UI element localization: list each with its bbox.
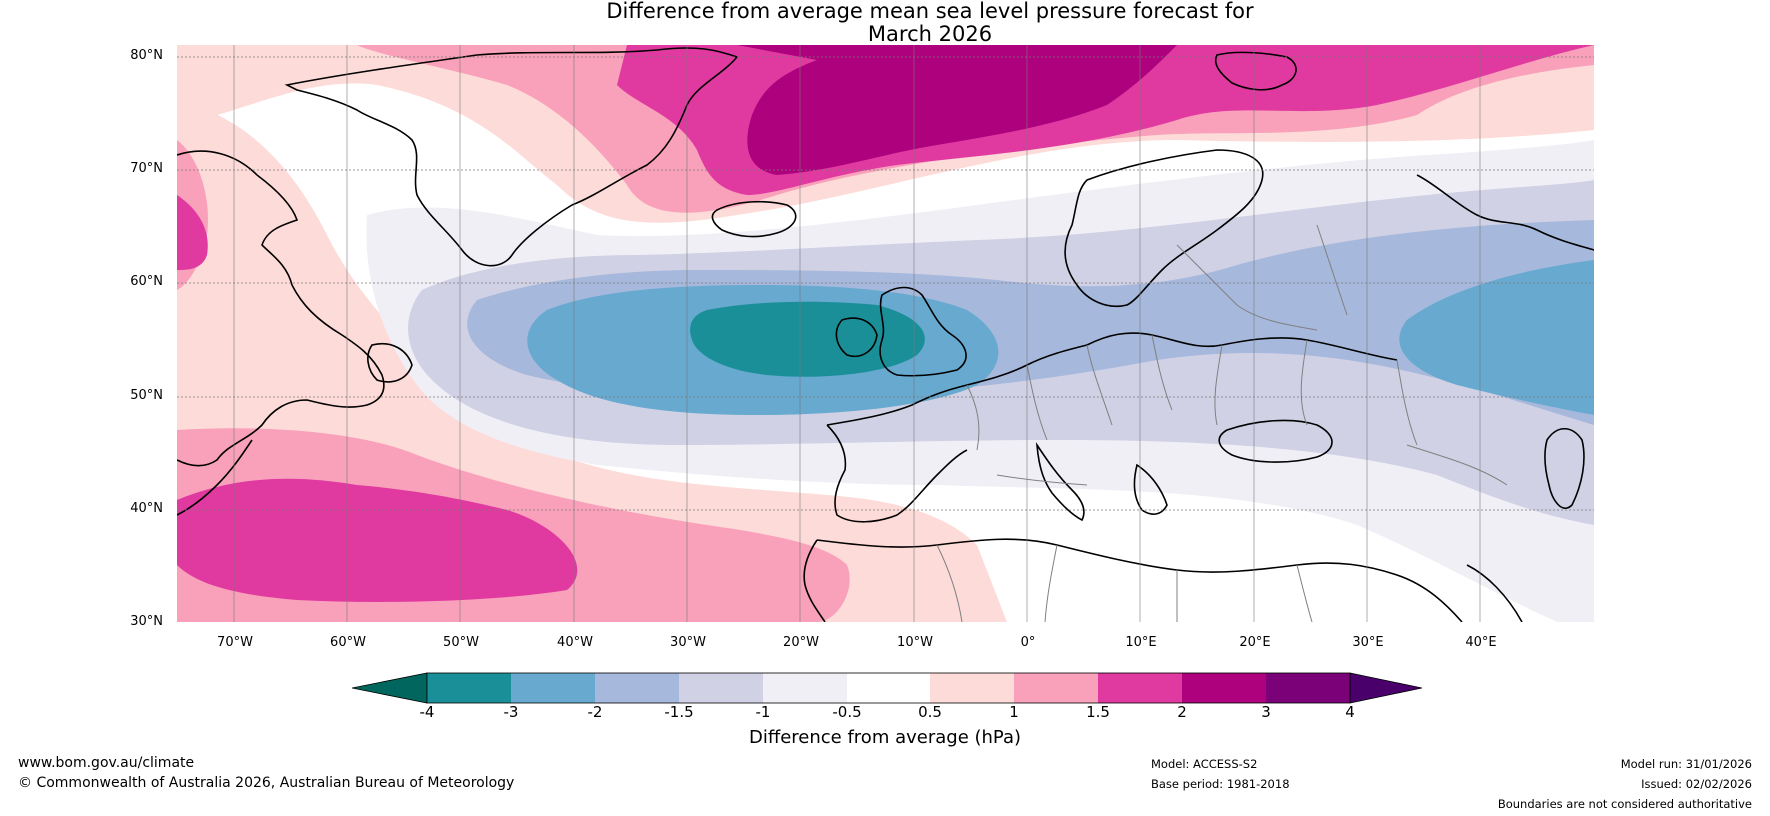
colorbar-tick-neg15: -1.5 [664, 703, 694, 721]
coastline-caspian [1544, 427, 1585, 509]
colorbar-under [351, 672, 428, 704]
coastline-uk [879, 286, 967, 377]
coastlines [177, 47, 1594, 622]
colorbar-tick-pos15: 1.5 [1086, 703, 1110, 721]
coastline-italy [1035, 441, 1085, 522]
colorbar-tick-neg4: -4 [419, 703, 435, 721]
anomaly-contour-neg3 [690, 301, 925, 377]
colorbar-swatch-neg1 [763, 673, 847, 703]
lon-label-50w: 50°W [443, 635, 479, 650]
lat-label-30n: 30°N [130, 614, 163, 629]
anomaly-contour-west-pos15 [177, 195, 208, 270]
coastline-ireland [835, 317, 878, 357]
footer-model-run: Model run: 31/01/2026 [1620, 757, 1752, 771]
lon-label-40w: 40°W [557, 635, 593, 650]
colorbar-tick-neg1: -1 [755, 703, 771, 721]
colorbar-outline [426, 672, 1351, 704]
coastline-scandinavia [1064, 149, 1264, 307]
lon-label-70w: 70°W [217, 635, 253, 650]
lon-label-20w: 20°W [783, 635, 819, 650]
chart-title: Difference from average mean sea level p… [520, 0, 1340, 46]
coastline-east [1416, 174, 1594, 251]
colorbar-tick-neg3: -3 [503, 703, 519, 721]
colorbar-swatch-neg05 [847, 673, 930, 703]
lat-label-60n: 60°N [130, 274, 163, 289]
colorbar-tick-neg2: -2 [587, 703, 603, 721]
coastline-black-sea [1218, 419, 1333, 463]
lat-label-40n: 40°N [130, 501, 163, 516]
lat-label-70n: 70°N [130, 161, 163, 176]
colorbar-tick-pos3: 3 [1261, 703, 1271, 721]
title-line-2: March 2026 [867, 22, 993, 46]
gridlines [177, 45, 1594, 622]
colorbar-tick-pos2: 2 [1177, 703, 1187, 721]
lon-label-20e: 20°E [1239, 635, 1271, 650]
coastline-red-sea [1466, 564, 1523, 622]
coastline-svalbard [1214, 51, 1297, 91]
coastline-us-east [177, 439, 253, 516]
colorbar-tick-neg05: -0.5 [832, 703, 862, 721]
anomaly-contour-south-pos15 [177, 478, 578, 602]
lon-label-30w: 30°W [670, 635, 706, 650]
colorbar-swatch-pos3 [1266, 673, 1350, 703]
footer-issued: Issued: 02/02/2026 [1641, 777, 1752, 791]
footer-website[interactable]: www.bom.gov.au/climate [18, 755, 195, 771]
anomaly-contour-east-neg3 [1546, 300, 1594, 385]
colorbar-swatch-pos2 [1182, 673, 1266, 703]
colorbar-tick-pos4: 4 [1345, 703, 1355, 721]
lon-label-10w: 10°W [897, 635, 933, 650]
coastline-iceland [711, 200, 797, 238]
colorbar-swatches [351, 672, 1423, 704]
colorbar-swatch-neg2 [595, 673, 679, 703]
coastline-newfoundland [367, 343, 413, 383]
lat-label-80n: 80°N [130, 48, 163, 63]
coastline-canada [177, 150, 385, 467]
title-line-1: Difference from average mean sea level p… [606, 0, 1254, 23]
pressure-anomaly-map [177, 45, 1594, 622]
colorbar-tick-pos1: 1 [1009, 703, 1019, 721]
coastline-europe [826, 332, 1398, 426]
colorbar-over [1349, 672, 1423, 704]
colorbar-swatch-neg15 [679, 673, 763, 703]
coastline-greece [1133, 463, 1168, 515]
footer-model: Model: ACCESS-S2 [1151, 757, 1258, 771]
coastline-iberia [826, 424, 968, 523]
colorbar-tick-pos05: 0.5 [918, 703, 942, 721]
lon-label-60w: 60°W [330, 635, 366, 650]
coastline-greenland [284, 47, 739, 267]
footer-boundaries-note: Boundaries are not considered authoritat… [1497, 797, 1752, 811]
footer-copyright: © Commonwealth of Australia 2026, Austra… [18, 775, 515, 791]
lat-label-50n: 50°N [130, 388, 163, 403]
footer-base-period: Base period: 1981-2018 [1151, 777, 1290, 791]
colorbar-swatch-pos05 [930, 673, 1014, 703]
anomaly-contour-neg2-east [1399, 260, 1594, 415]
colorbar-swatch-pos15 [1098, 673, 1182, 703]
colorbar-swatch-neg4 [427, 673, 511, 703]
anomaly-contour-north-pos2 [737, 45, 1177, 175]
country-borders [936, 224, 1508, 622]
colorbar-swatch-neg3 [511, 673, 595, 703]
colorbar [351, 671, 1423, 705]
lon-label-10e: 10°E [1125, 635, 1157, 650]
map-panel[interactable] [177, 45, 1594, 622]
lon-label-30e: 30°E [1352, 635, 1384, 650]
colorbar-swatch-pos1 [1014, 673, 1098, 703]
lon-label-0: 0° [1020, 635, 1036, 650]
colorbar-label: Difference from average (hPa) [748, 727, 1022, 748]
coastline-africa-west [803, 539, 826, 622]
lon-label-40e: 40°E [1465, 635, 1497, 650]
